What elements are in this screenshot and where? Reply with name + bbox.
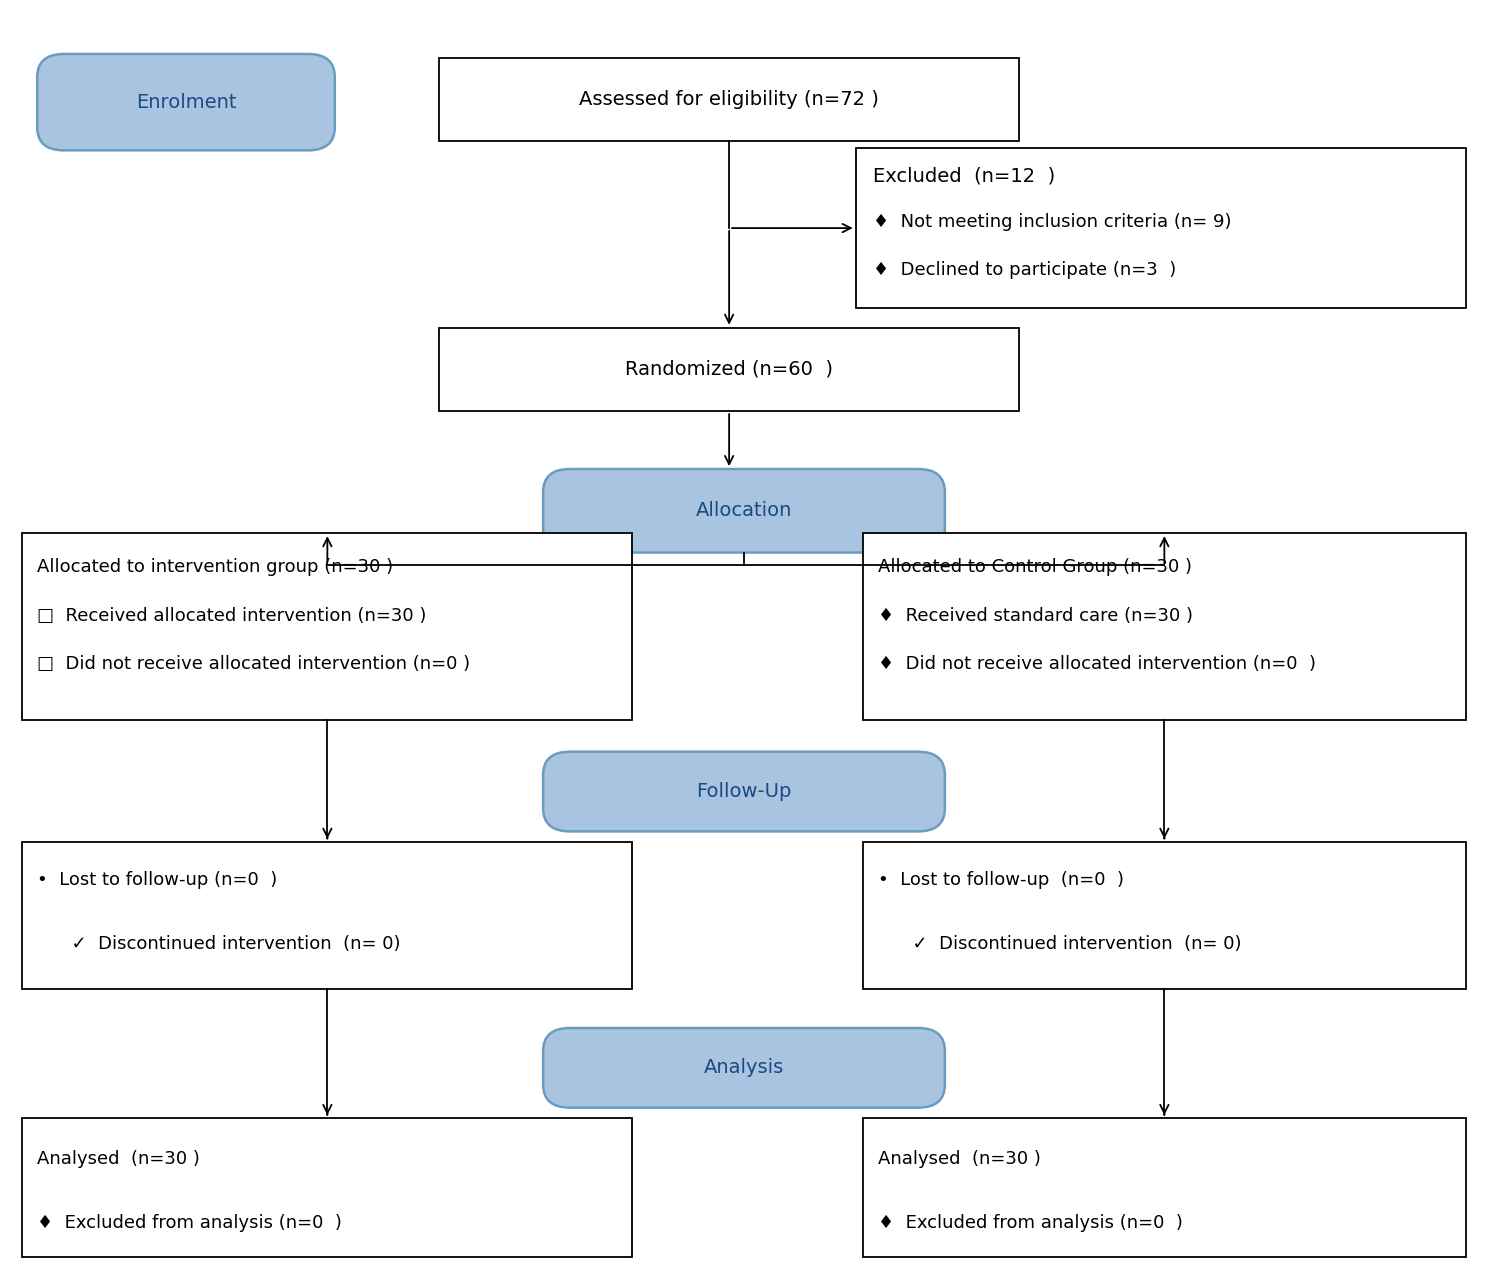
Text: Allocated to Control Group (n=30 ): Allocated to Control Group (n=30 ) bbox=[878, 558, 1192, 576]
Bar bbox=[22, 533, 632, 720]
Text: □  Did not receive allocated intervention (n=0 ): □ Did not receive allocated intervention… bbox=[37, 655, 470, 673]
Text: Excluded  (n=12  ): Excluded (n=12 ) bbox=[873, 167, 1055, 185]
Text: Analysed  (n=30 ): Analysed (n=30 ) bbox=[878, 1150, 1040, 1168]
Text: Follow-Up: Follow-Up bbox=[696, 783, 792, 801]
FancyBboxPatch shape bbox=[543, 469, 945, 553]
Text: ♦  Declined to participate (n=3  ): ♦ Declined to participate (n=3 ) bbox=[873, 261, 1177, 279]
Text: Allocated to intervention group (n=30 ): Allocated to intervention group (n=30 ) bbox=[37, 558, 393, 576]
Text: Assessed for eligibility (n=72 ): Assessed for eligibility (n=72 ) bbox=[579, 90, 879, 109]
Text: ♦  Received standard care (n=30 ): ♦ Received standard care (n=30 ) bbox=[878, 607, 1193, 625]
Text: ♦  Did not receive allocated intervention (n=0  ): ♦ Did not receive allocated intervention… bbox=[878, 655, 1315, 673]
Bar bbox=[863, 1118, 1466, 1257]
Text: Analysis: Analysis bbox=[704, 1059, 784, 1077]
Bar bbox=[863, 842, 1466, 989]
Text: □  Received allocated intervention (n=30 ): □ Received allocated intervention (n=30 … bbox=[37, 607, 427, 625]
Text: Analysed  (n=30 ): Analysed (n=30 ) bbox=[37, 1150, 199, 1168]
Bar bbox=[22, 842, 632, 989]
Bar bbox=[22, 1118, 632, 1257]
Bar bbox=[439, 58, 1019, 141]
Bar bbox=[863, 533, 1466, 720]
Text: ♦  Excluded from analysis (n=0  ): ♦ Excluded from analysis (n=0 ) bbox=[37, 1214, 342, 1232]
Text: Enrolment: Enrolment bbox=[135, 93, 237, 112]
Text: ✓  Discontinued intervention  (n= 0): ✓ Discontinued intervention (n= 0) bbox=[37, 935, 400, 953]
FancyBboxPatch shape bbox=[543, 1028, 945, 1108]
FancyBboxPatch shape bbox=[543, 752, 945, 831]
Text: ♦  Not meeting inclusion criteria (n= 9): ♦ Not meeting inclusion criteria (n= 9) bbox=[873, 213, 1232, 231]
Text: ✓  Discontinued intervention  (n= 0): ✓ Discontinued intervention (n= 0) bbox=[878, 935, 1241, 953]
Bar bbox=[856, 148, 1466, 308]
Text: ♦  Excluded from analysis (n=0  ): ♦ Excluded from analysis (n=0 ) bbox=[878, 1214, 1183, 1232]
Bar bbox=[439, 328, 1019, 411]
Text: •  Lost to follow-up  (n=0  ): • Lost to follow-up (n=0 ) bbox=[878, 871, 1123, 889]
Text: Randomized (n=60  ): Randomized (n=60 ) bbox=[625, 360, 833, 379]
FancyBboxPatch shape bbox=[37, 54, 335, 150]
Text: Allocation: Allocation bbox=[696, 501, 792, 520]
Text: •  Lost to follow-up (n=0  ): • Lost to follow-up (n=0 ) bbox=[37, 871, 277, 889]
